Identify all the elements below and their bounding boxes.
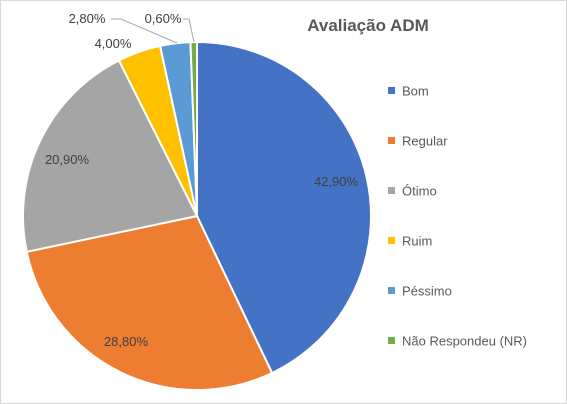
legend-swatch-bom — [388, 87, 395, 94]
leader-line-pessimo — [111, 18, 178, 44]
legend-label-nao-respondeu-nr: Não Respondeu (NR) — [402, 334, 527, 349]
chart-title: Avaliação ADM — [307, 16, 429, 35]
leader-lines — [111, 18, 195, 44]
data-label-nao-respondeu-nr: 0,60% — [145, 11, 182, 26]
legend: Bom Regular Ótimo Ruim Péssimo Não Respondeu … — [388, 84, 527, 349]
data-label-otimo: 20,90% — [45, 152, 90, 167]
pie-slice-bom — [196, 40, 372, 375]
legend-label-bom: Bom — [402, 84, 429, 99]
legend-label-regular: Regular — [402, 134, 448, 149]
legend-label-pessimo: Péssimo — [402, 284, 452, 299]
legend-swatch-ruim — [388, 237, 395, 244]
data-label-bom: 42,90% — [314, 174, 359, 189]
data-labels: 42,90% 28,80% 20,90% 4,00% 2,80% 0,60% — [45, 11, 359, 349]
legend-label-ruim: Ruim — [402, 234, 432, 249]
pie-slice-otimo — [22, 59, 199, 254]
legend-swatch-pessimo — [388, 287, 395, 294]
legend-swatch-regular — [388, 137, 395, 144]
legend-label-otimo: Ótimo — [402, 184, 437, 199]
data-label-ruim: 4,00% — [95, 36, 132, 51]
pie-slices — [22, 40, 372, 391]
pie-slice-regular — [25, 214, 274, 391]
legend-swatch-otimo — [388, 187, 395, 194]
data-label-regular: 28,80% — [104, 334, 149, 349]
leader-line-nao-respondeu-nr — [183, 18, 195, 43]
data-label-pessimo: 2,80% — [69, 11, 106, 26]
legend-swatch-nao-respondeu-nr — [388, 337, 395, 344]
